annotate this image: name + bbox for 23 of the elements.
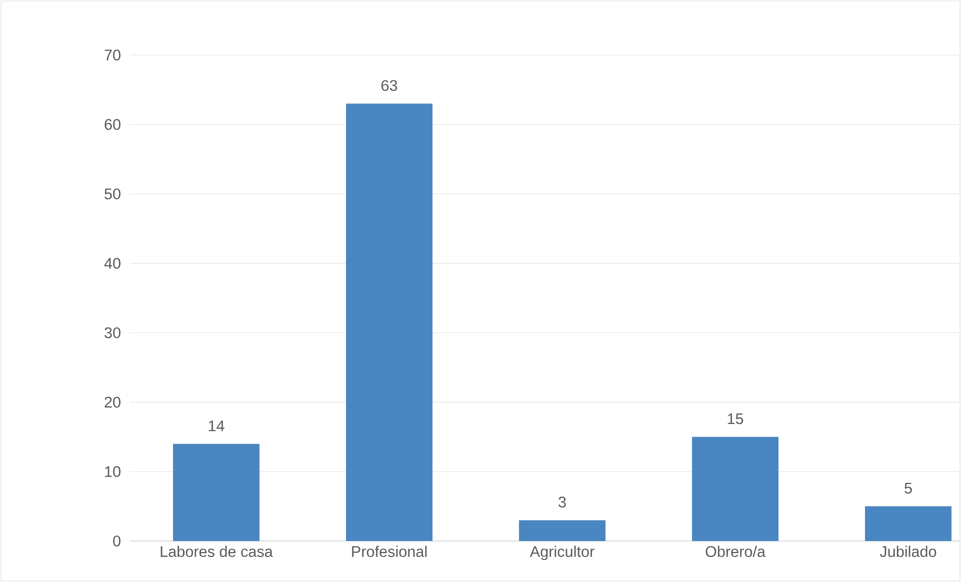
bar — [519, 520, 606, 542]
bar — [173, 444, 260, 542]
x-tick-label: Obrero/a — [706, 546, 766, 557]
data-label: 63 — [381, 80, 398, 91]
y-tick-label: 20 — [104, 396, 120, 408]
y-tick-label: 40 — [104, 258, 120, 269]
x-tick-label: Jubilado — [880, 546, 936, 557]
data-label: 14 — [208, 420, 224, 432]
y-tick-label: 60 — [104, 119, 120, 130]
data-label: 5 — [904, 482, 912, 494]
y-tick-label: 30 — [104, 327, 120, 338]
y-tick-label: 70 — [104, 50, 120, 60]
y-tick-label: 50 — [104, 188, 120, 200]
y-tick-label: 10 — [105, 466, 120, 478]
data-label: 15 — [728, 413, 744, 424]
x-tick-label: Labores de casa — [160, 546, 273, 557]
x-tick-label: Profesional — [352, 546, 427, 557]
x-tick-label: Agricultor — [530, 546, 594, 560]
bar — [692, 436, 778, 542]
bar — [864, 506, 952, 542]
data-label: 3 — [558, 496, 566, 508]
y-tick-label: 0 — [113, 536, 120, 546]
bar — [346, 104, 432, 542]
